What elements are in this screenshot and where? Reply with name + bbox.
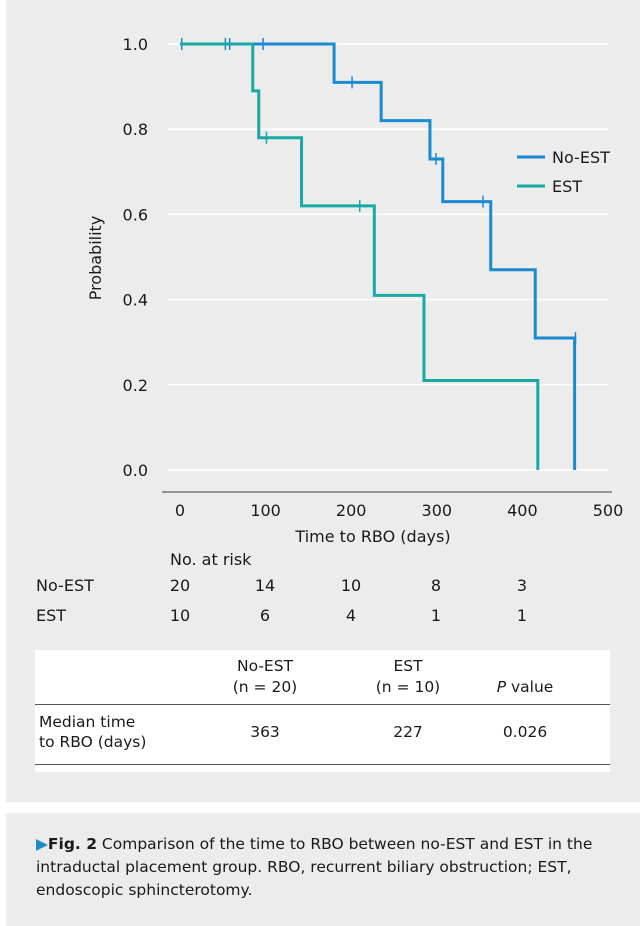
table-rule [35,764,610,765]
figure-caption: ▶Fig. 2 Comparison of the time to RBO be… [36,833,611,902]
y-axis-label: Probability [86,216,105,301]
summary-header-no-est: No-EST (n = 20) [215,656,315,698]
risk-row-est: EST 10 6 4 1 1 [0,606,642,630]
summary-header-line1: EST [393,657,423,675]
p-italic: P [496,678,507,696]
risk-cell: 3 [516,576,528,595]
y-tick-label: 1.0 [123,35,148,54]
series-layer [180,38,577,470]
caption-text: Comparison of the time to RBO between no… [36,835,593,899]
axes: 0.0 0.2 0.4 0.6 0.8 1.0 0 100 200 300 400 500 [123,35,624,520]
x-tick-label: 300 [422,501,453,520]
risk-cell: 14 [254,576,276,595]
series-line-no-est [180,42,577,470]
y-tick-label: 0.0 [123,461,148,480]
y-tick-label: 0.4 [123,291,148,310]
risk-row-no-est: No-EST 20 14 10 8 3 [0,576,642,600]
summary-header-line2: (n = 10) [375,678,441,696]
legend-label: No-EST [552,148,610,167]
risk-cell: 10 [340,576,362,595]
summary-header-line2: (n = 20) [232,678,298,696]
risk-row-label: No-EST [36,576,94,595]
risk-cell: 20 [169,576,191,595]
summary-header-est: EST (n = 10) [358,656,458,698]
risk-cell: 1 [430,606,442,625]
summary-table: No-EST (n = 20) EST (n = 10) P value Med… [35,650,610,772]
p-value: 0.026 [502,723,548,741]
summary-header-line1: No-EST [236,657,294,675]
y-tick-label: 0.6 [123,205,148,224]
caption-panel [6,813,640,926]
median-est: 227 [393,723,423,741]
x-tick-label: 400 [507,501,538,520]
caption-arrow-icon: ▶ [36,835,48,853]
legend-label: EST [552,177,582,196]
x-tick-label: 500 [593,501,624,520]
series-line-est [180,42,540,470]
y-tick-label: 0.8 [123,120,148,139]
summary-header-p-value: P value [470,677,580,698]
p-value-label: value [506,678,554,696]
risk-cell: 6 [259,606,271,625]
x-tick-label: 100 [250,501,281,520]
km-chart: 0.0 0.2 0.4 0.6 0.8 1.0 0 100 200 300 400 500 No-ES… [86,35,624,546]
table-rule [35,704,610,705]
risk-cell: 1 [516,606,528,625]
y-tick-label: 0.2 [123,376,148,395]
x-tick-label: 0 [175,501,185,520]
median-no-est: 363 [250,723,280,741]
x-axis-label: Time to RBO (days) [294,527,450,546]
legend: No-EST EST [517,148,610,196]
risk-row-label: EST [36,606,67,625]
row-label-line1: Median time [39,713,136,731]
risk-cell: 10 [169,606,191,625]
figure-number: Fig. 2 [47,835,97,853]
x-tick-label: 200 [336,501,367,520]
row-label-line2: to RBO (days) [39,733,147,751]
risk-table-title: No. at risk [170,550,252,569]
risk-cell: 8 [430,576,442,595]
risk-cell: 4 [345,606,357,625]
summary-row-label: Median time to RBO (days) [39,712,179,752]
grid-lines [168,43,608,471]
